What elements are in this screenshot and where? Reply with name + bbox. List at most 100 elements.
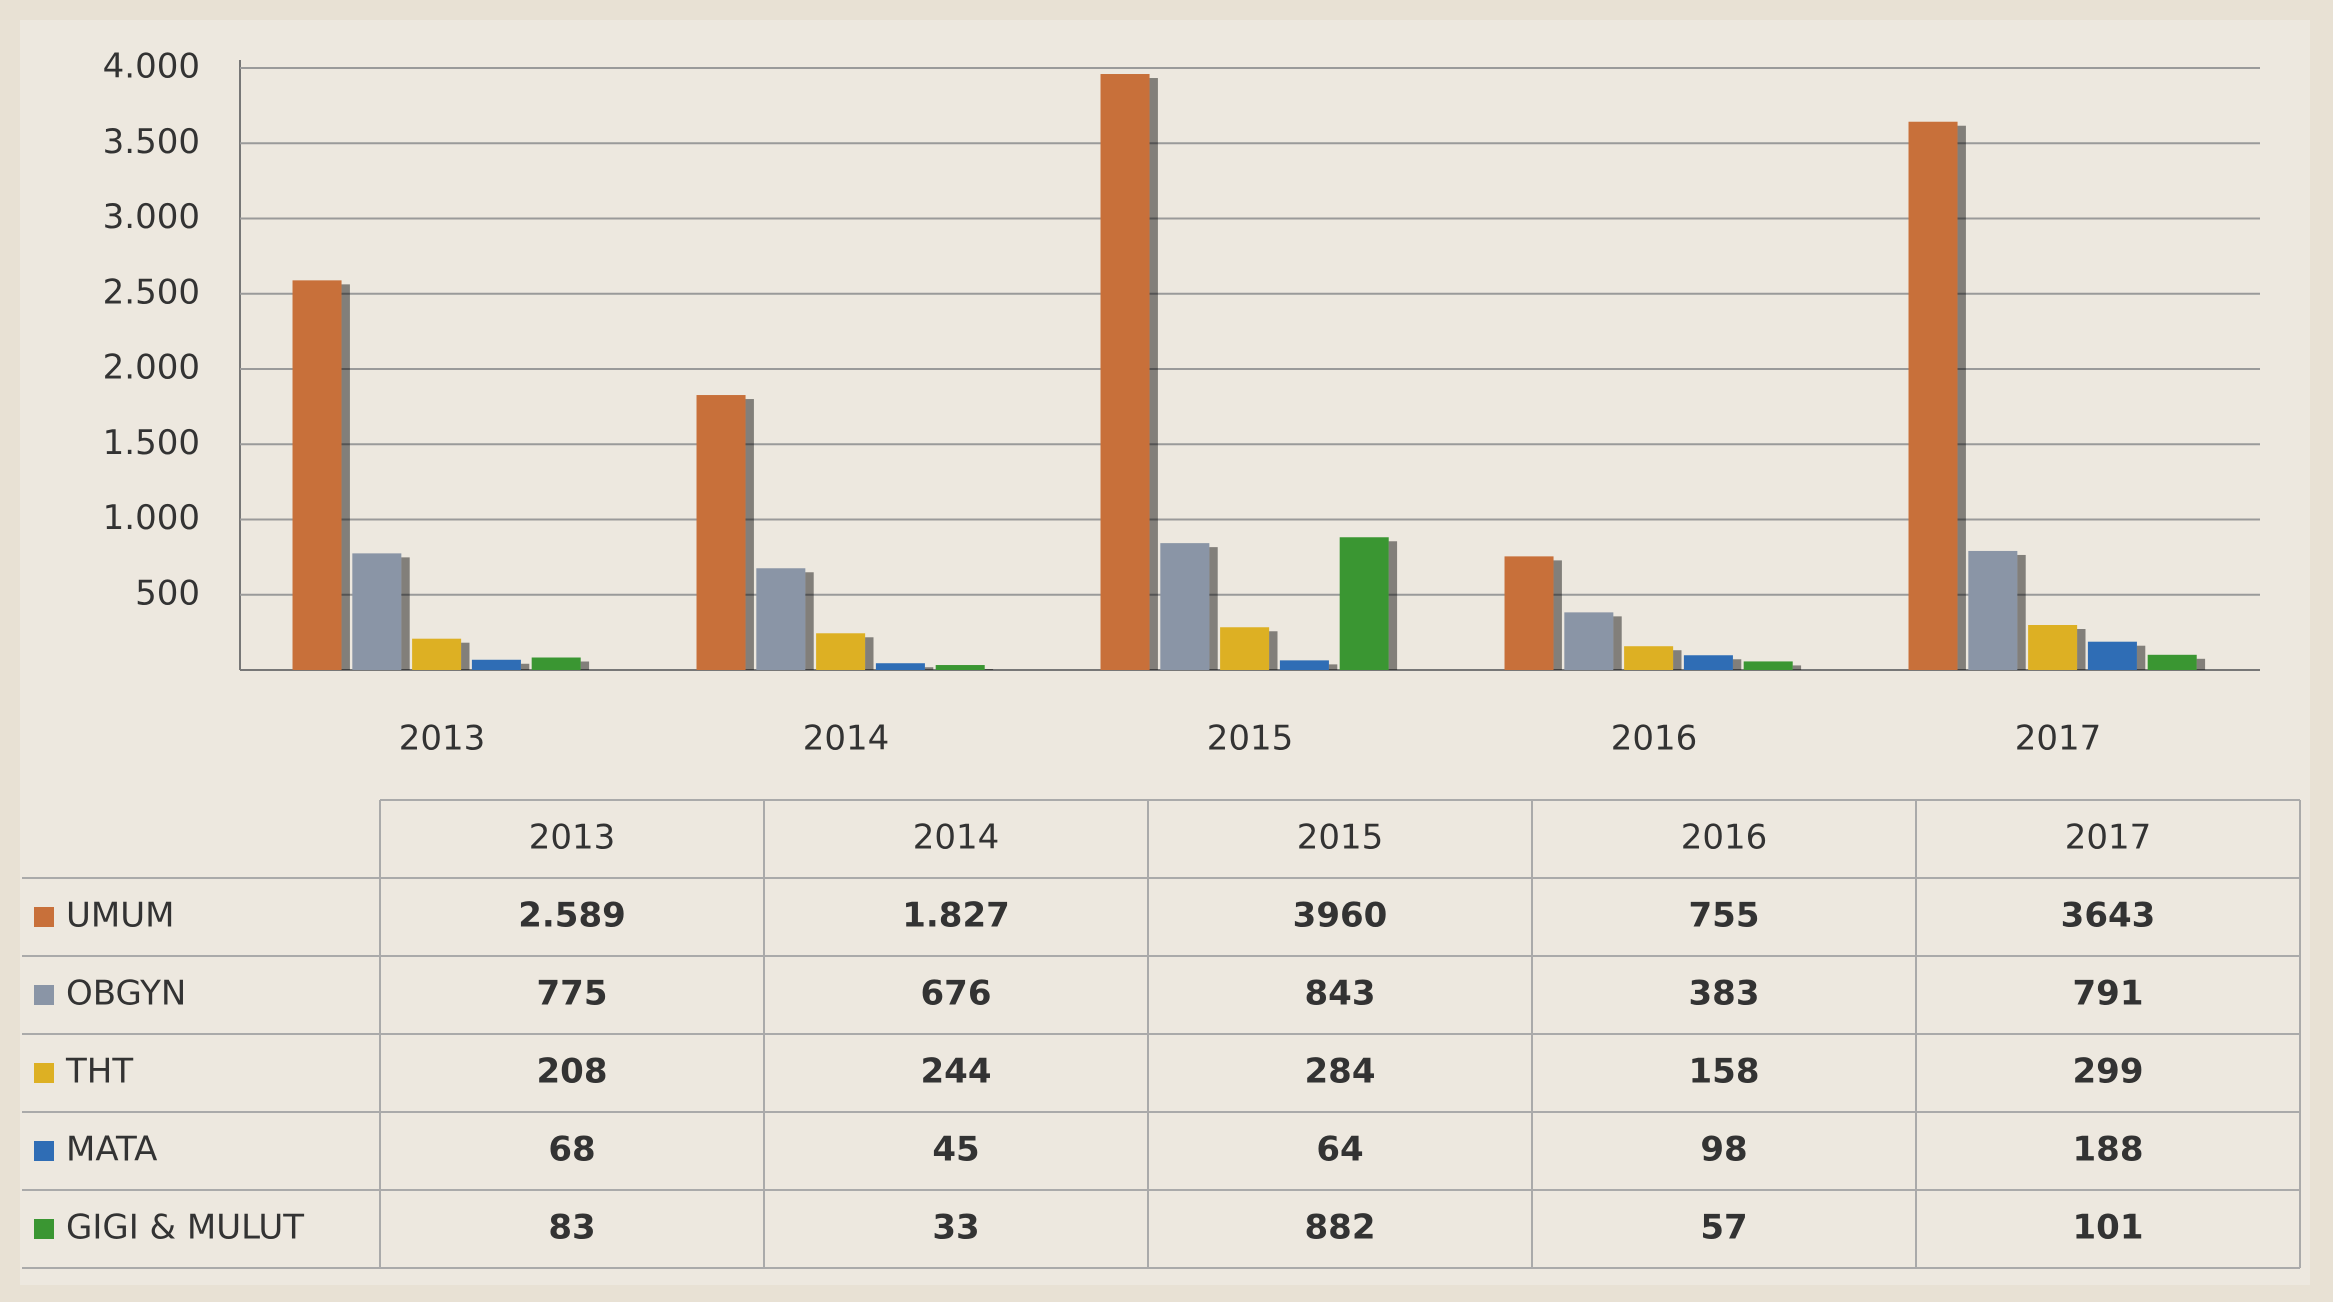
y-tick-label: 4.000 [103,47,200,87]
legend-label: GIGI & MULUT [66,1208,304,1248]
table-cell: 791 [2073,974,2144,1014]
legend-marker [34,985,54,1005]
table-cell: 1.827 [902,896,1010,936]
legend-marker [34,1141,54,1161]
bar-side [1553,560,1562,670]
bar-side [2017,554,2026,670]
x-tick-label: 2017 [2015,719,2102,759]
bar [1160,543,1210,670]
bar [1339,537,1389,670]
table-cell: 2.589 [518,896,626,936]
bar-side [1673,650,1682,670]
bar [1504,556,1554,670]
legend-label: OBGYN [66,974,186,1014]
bar-side [924,667,934,670]
bar [1624,646,1674,670]
table-header: 2016 [1681,818,1768,858]
table-header: 2017 [2065,818,2152,858]
table-cell: 64 [1316,1130,1363,1170]
bar [1220,627,1270,670]
legend-marker [34,1219,54,1239]
bar-side [401,557,410,670]
table-header: 2014 [913,818,1000,858]
table-cell: 244 [921,1052,992,1092]
bar-side [2196,658,2206,670]
bar-side [2077,629,2086,670]
bar-side [1388,541,1398,670]
y-tick-label: 1.000 [103,498,200,538]
legend-label: MATA [66,1130,157,1170]
y-tick-label: 3.500 [103,122,200,162]
x-tick-label: 2013 [399,719,486,759]
table-cell: 188 [2073,1130,2144,1170]
table-cell: 284 [1305,1052,1376,1092]
table-header: 2015 [1297,818,1384,858]
bar [1564,612,1614,670]
bar [696,395,746,670]
table-cell: 45 [932,1130,979,1170]
bar [471,659,521,670]
bar [756,568,806,670]
bar [1968,550,2018,670]
bar [1279,660,1329,670]
x-tick-label: 2014 [803,719,890,759]
bar [352,553,402,670]
legend-marker [34,907,54,927]
y-tick-label: 1.500 [103,423,200,463]
table-cell: 57 [1700,1208,1747,1248]
bar-side [341,284,350,670]
table-cell: 843 [1305,974,1376,1014]
bar-side [1792,665,1802,670]
table-cell: 299 [2073,1052,2144,1092]
bar-side [1613,616,1622,670]
bar [1100,74,1150,670]
bar [875,663,925,670]
y-tick-label: 2.500 [103,272,200,312]
table-cell: 3643 [2061,896,2156,936]
x-tick-label: 2015 [1207,719,1294,759]
y-tick-label: 3.000 [103,197,200,237]
bar-side [1732,659,1742,670]
bar-side [745,399,754,670]
bar [531,657,581,670]
bar [2028,625,2078,670]
bar-side [1149,78,1158,670]
table-cell: 68 [548,1130,595,1170]
bar-side [1269,631,1278,670]
bar-side [520,663,530,670]
bar [816,633,866,670]
bar [1683,655,1733,670]
bar-side [865,637,874,670]
bar-side [805,572,814,670]
bar-side [1957,125,1966,670]
x-tick-label: 2016 [1611,719,1698,759]
bar-side [580,661,590,670]
table-cell: 208 [537,1052,608,1092]
table-cell: 158 [1689,1052,1760,1092]
bar [1743,661,1793,670]
table-cell: 676 [921,974,992,1014]
table-cell: 3960 [1293,896,1388,936]
bar-side [461,642,470,670]
y-tick-label: 2.000 [103,348,200,388]
bar [412,638,462,670]
bar [2147,654,2197,670]
bar [292,280,342,670]
bar [935,665,985,670]
table-cell: 83 [548,1208,595,1248]
y-tick-label: 500 [135,573,200,613]
bar [2087,641,2137,670]
table-cell: 775 [537,974,608,1014]
table-cell: 383 [1689,974,1760,1014]
table-cell: 33 [932,1208,979,1248]
legend-label: UMUM [66,896,174,936]
table-header: 2013 [529,818,616,858]
table-cell: 755 [1689,896,1760,936]
legend-label: THT [65,1052,133,1092]
bar-side [1209,547,1218,670]
bar-side [984,669,994,670]
table-cell: 98 [1700,1130,1747,1170]
bar [1908,121,1958,670]
bar-side [1328,664,1338,670]
